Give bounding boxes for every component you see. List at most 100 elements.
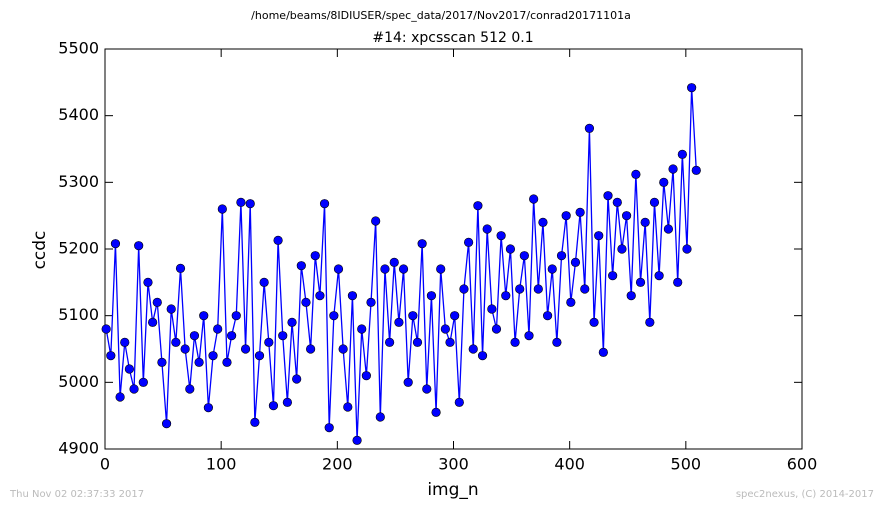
data-point	[375, 412, 385, 422]
data-point	[482, 224, 492, 234]
data-point	[654, 271, 664, 281]
data-point	[538, 217, 548, 227]
data-point	[677, 149, 687, 159]
footer-left: Thu Nov 02 02:37:33 2017	[9, 489, 144, 500]
data-point	[570, 257, 581, 267]
data-point	[115, 392, 125, 402]
data-point	[575, 207, 585, 217]
x-tick-label: 100	[206, 455, 237, 474]
plot-frame	[104, 48, 803, 450]
data-point	[454, 397, 464, 407]
data-point	[347, 291, 358, 301]
data-point	[343, 402, 353, 412]
data-point	[487, 304, 497, 314]
data-point	[282, 397, 292, 407]
data-point	[510, 337, 520, 347]
data-point	[199, 311, 209, 321]
data-point	[357, 324, 367, 334]
suptitle: /home/beams/8IDIUSER/spec_data/2017/Nov2…	[251, 9, 631, 22]
data-point	[143, 277, 153, 287]
data-point	[598, 347, 608, 357]
data-point	[617, 244, 627, 254]
data-point	[245, 199, 255, 209]
data-point	[603, 191, 613, 201]
data-point	[561, 211, 571, 221]
data-point	[338, 344, 348, 354]
data-point	[213, 324, 223, 334]
data-point	[310, 251, 320, 261]
data-point	[371, 216, 381, 226]
data-point	[556, 251, 567, 261]
data-point	[659, 177, 669, 187]
data-point	[473, 201, 483, 211]
data-point	[301, 297, 311, 307]
data-point	[645, 317, 655, 327]
x-tick-label: 500	[671, 455, 702, 474]
y-tick-label: 5300	[58, 172, 99, 191]
x-tick-label: 300	[438, 455, 469, 474]
data-point	[240, 344, 251, 354]
data-point	[259, 277, 269, 287]
data-point	[691, 165, 701, 175]
data-point	[185, 384, 195, 394]
data-point	[649, 197, 660, 207]
data-point	[278, 331, 288, 341]
data-point	[194, 357, 204, 367]
y-tick-label: 5200	[58, 239, 99, 258]
data-point	[491, 324, 502, 334]
data-point	[231, 311, 241, 321]
data-point	[501, 291, 511, 301]
data-point	[394, 317, 404, 327]
data-point	[417, 239, 427, 249]
data-point	[445, 337, 455, 347]
data-point	[687, 83, 697, 93]
data-point	[631, 169, 641, 179]
data-point	[668, 164, 678, 174]
data-point	[129, 384, 139, 394]
data-point	[227, 331, 237, 341]
data-point	[148, 317, 158, 327]
data-point	[222, 357, 232, 367]
data-point	[250, 417, 260, 427]
data-point	[152, 297, 162, 307]
data-point	[621, 211, 632, 221]
data-point	[203, 403, 213, 413]
data-point	[589, 317, 599, 327]
data-point	[464, 237, 474, 247]
data-point	[157, 357, 167, 367]
data-point	[361, 371, 371, 381]
data-point	[366, 297, 376, 307]
data-point	[296, 261, 306, 271]
data-point	[408, 311, 418, 321]
data-line	[105, 87, 697, 441]
x-tick-label: 600	[787, 455, 818, 474]
data-point	[306, 344, 316, 354]
data-point	[292, 374, 302, 384]
data-point	[468, 344, 478, 354]
data-point	[110, 239, 121, 249]
data-point	[422, 384, 432, 394]
data-point	[519, 251, 529, 261]
data-point	[161, 419, 172, 429]
data-point	[319, 199, 330, 209]
data-point	[552, 337, 562, 347]
data-point	[124, 364, 134, 374]
data-point	[436, 264, 446, 274]
footer-right: spec2nexus, (C) 2014-2017	[736, 489, 874, 500]
data-point	[329, 311, 339, 321]
data-point	[542, 311, 553, 321]
y-axis-label: ccdc	[30, 231, 50, 270]
data-point	[594, 231, 604, 241]
data-point	[208, 351, 218, 361]
data-point	[682, 244, 692, 254]
data-point	[529, 194, 539, 204]
data-point	[389, 257, 399, 267]
data-point	[385, 337, 395, 347]
y-tick-label: 5100	[58, 305, 99, 324]
data-point	[217, 204, 227, 214]
data-point	[254, 351, 265, 361]
data-point	[533, 284, 543, 294]
y-tick-label: 5000	[58, 372, 99, 391]
x-tick-label: 200	[322, 455, 353, 474]
data-point	[106, 351, 116, 361]
